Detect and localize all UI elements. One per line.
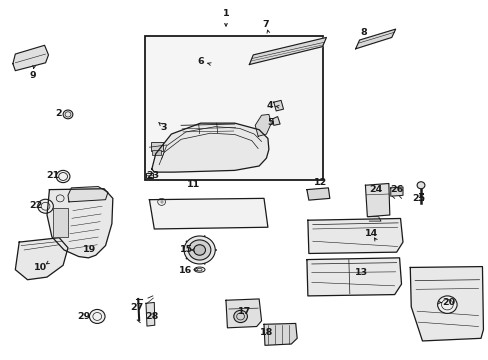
Text: 10: 10 <box>34 263 47 272</box>
Text: 9: 9 <box>29 71 36 80</box>
Polygon shape <box>365 184 389 217</box>
Circle shape <box>233 310 247 323</box>
Text: 11: 11 <box>187 180 200 189</box>
Text: 25: 25 <box>412 194 425 203</box>
Text: 20: 20 <box>441 298 454 307</box>
Circle shape <box>437 296 456 314</box>
Polygon shape <box>273 100 283 111</box>
Text: 27: 27 <box>130 303 143 312</box>
Circle shape <box>63 110 73 119</box>
Polygon shape <box>390 187 402 196</box>
Circle shape <box>56 170 70 183</box>
Text: 7: 7 <box>262 20 269 29</box>
Text: 23: 23 <box>146 171 159 180</box>
Polygon shape <box>306 258 401 296</box>
Text: 28: 28 <box>145 312 158 321</box>
Polygon shape <box>152 123 268 172</box>
Polygon shape <box>249 37 326 64</box>
Circle shape <box>89 310 105 323</box>
Polygon shape <box>13 45 48 71</box>
Text: 19: 19 <box>82 244 96 253</box>
Bar <box>144 36 322 180</box>
Circle shape <box>38 199 53 213</box>
Text: 8: 8 <box>360 28 366 37</box>
Text: 26: 26 <box>389 185 403 194</box>
Polygon shape <box>225 299 261 328</box>
Circle shape <box>183 236 215 264</box>
Text: 24: 24 <box>369 185 382 194</box>
Text: 13: 13 <box>354 268 367 277</box>
Text: 22: 22 <box>29 201 42 210</box>
Text: 17: 17 <box>237 307 251 316</box>
Text: 6: 6 <box>197 57 203 66</box>
Ellipse shape <box>194 267 204 272</box>
Circle shape <box>416 182 424 189</box>
Text: 4: 4 <box>266 101 273 110</box>
Polygon shape <box>146 302 155 326</box>
Text: 16: 16 <box>179 266 192 275</box>
Bar <box>145 172 153 178</box>
Circle shape <box>193 245 205 255</box>
Polygon shape <box>306 188 329 200</box>
Text: 21: 21 <box>47 171 60 180</box>
Polygon shape <box>272 117 280 125</box>
Text: 18: 18 <box>259 328 273 337</box>
Bar <box>152 150 160 155</box>
Text: 15: 15 <box>179 246 192 255</box>
Polygon shape <box>264 323 297 345</box>
Text: 1: 1 <box>222 9 229 18</box>
Polygon shape <box>255 114 271 136</box>
Polygon shape <box>409 267 483 341</box>
Text: 14: 14 <box>364 229 377 238</box>
Text: 12: 12 <box>313 178 326 187</box>
Text: 5: 5 <box>266 118 273 127</box>
Bar <box>53 208 68 237</box>
Polygon shape <box>307 219 402 253</box>
Text: 29: 29 <box>77 312 90 321</box>
Polygon shape <box>47 189 113 258</box>
Text: 2: 2 <box>55 109 61 118</box>
Circle shape <box>188 240 210 260</box>
Polygon shape <box>355 29 395 49</box>
Bar <box>151 143 163 151</box>
Polygon shape <box>68 186 108 202</box>
Polygon shape <box>149 198 267 229</box>
Text: 3: 3 <box>161 123 167 132</box>
Polygon shape <box>15 238 68 280</box>
